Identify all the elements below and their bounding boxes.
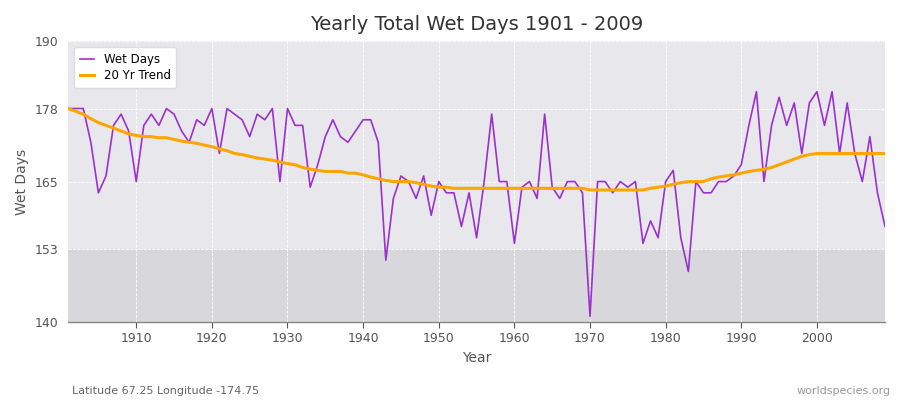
Line: 20 Yr Trend: 20 Yr Trend	[68, 108, 885, 190]
20 Yr Trend	[335, 169, 346, 174]
Wet Days	[879, 224, 890, 229]
Wet Days	[335, 134, 346, 139]
20 Yr Trend	[879, 151, 890, 156]
Y-axis label: Wet Days: Wet Days	[15, 148, 29, 215]
20 Yr Trend	[501, 186, 512, 191]
20 Yr Trend	[290, 162, 301, 167]
Text: worldspecies.org: worldspecies.org	[796, 386, 891, 396]
Title: Yearly Total Wet Days 1901 - 2009: Yearly Total Wet Days 1901 - 2009	[310, 15, 644, 34]
20 Yr Trend	[608, 188, 618, 192]
Wet Days	[608, 190, 618, 195]
Wet Days	[509, 241, 520, 246]
20 Yr Trend	[509, 186, 520, 191]
Bar	[68, 249, 885, 322]
Wet Days	[290, 123, 301, 128]
Line: Wet Days: Wet Days	[68, 92, 885, 316]
20 Yr Trend	[123, 132, 134, 136]
Wet Days	[501, 179, 512, 184]
X-axis label: Year: Year	[462, 351, 491, 365]
Wet Days	[751, 89, 761, 94]
Text: Latitude 67.25 Longitude -174.75: Latitude 67.25 Longitude -174.75	[72, 386, 259, 396]
Wet Days	[585, 314, 596, 319]
Wet Days	[63, 106, 74, 111]
20 Yr Trend	[585, 188, 596, 192]
20 Yr Trend	[63, 106, 74, 111]
Legend: Wet Days, 20 Yr Trend: Wet Days, 20 Yr Trend	[74, 47, 176, 88]
Wet Days	[123, 129, 134, 134]
